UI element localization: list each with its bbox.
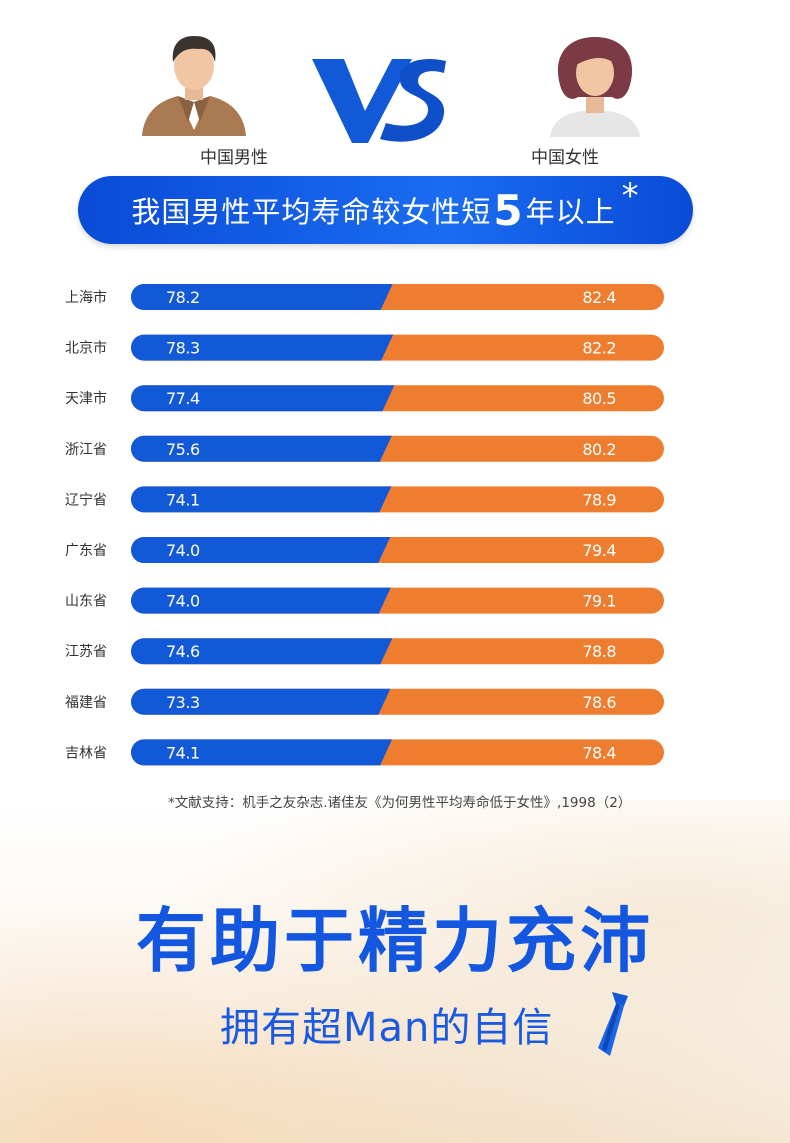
male-bar [131, 739, 393, 766]
category-label: 广东省 [65, 543, 107, 559]
category-label: 上海市 [65, 289, 107, 306]
male-bar [131, 385, 395, 412]
category-label: 北京市 [65, 340, 107, 357]
male-bar [131, 486, 392, 513]
male-value-label: 74.1 [166, 743, 200, 762]
female-value-label: 82.4 [582, 288, 616, 307]
male-value-label: 78.2 [166, 288, 200, 307]
male-value-label: 78.3 [166, 339, 200, 358]
headline-suffix: 年以上 [525, 195, 616, 229]
necktie-icon [598, 992, 628, 1056]
category-label: 辽宁省 [65, 491, 107, 508]
category-label: 福建省 [65, 695, 107, 711]
female-value-label: 82.2 [582, 339, 616, 358]
female-value-label: 78.6 [582, 693, 616, 712]
sub-slogan: 拥有超Man的自信 [220, 1005, 554, 1051]
female-value-label: 78.9 [582, 490, 616, 509]
slogan-title: 有助于精力充沛 [136, 900, 654, 982]
male-bar [131, 537, 391, 563]
female-value-label: 79.4 [582, 541, 616, 560]
male-bar [131, 334, 394, 361]
male-avatar-icon [142, 36, 246, 136]
male-bar [131, 284, 393, 310]
female-value-label: 80.5 [582, 389, 616, 408]
male-value-label: 77.4 [166, 389, 200, 408]
life-expectancy-chart: 上海市 78.2 82.4 北京市 78.3 82.2 天津市 77.4 80.5 浙江省 75.6… [65, 284, 664, 766]
headline-banner: 我国男性平均寿命较女性短 5 年以上 * [78, 176, 693, 244]
category-label: 江苏省 [65, 644, 107, 660]
footnote: *文献支持：机手之友杂志.诸佳友《为何男性平均寿命低于女性》,1998（2） [168, 795, 632, 811]
headline-text: 我国男性平均寿命较女性短 [131, 195, 492, 229]
male-value-label: 74.6 [166, 642, 200, 661]
male-bar [131, 435, 392, 462]
female-value-label: 78.4 [582, 743, 616, 762]
female-label: 中国女性 [531, 148, 599, 168]
category-label: 天津市 [65, 390, 107, 407]
male-bar [131, 587, 391, 614]
female-value-label: 80.2 [582, 440, 616, 459]
background-gradient [0, 800, 790, 1143]
male-value-label: 75.6 [166, 440, 200, 459]
category-label: 山东省 [65, 594, 107, 610]
category-label: 吉林省 [65, 745, 107, 761]
female-value-label: 78.8 [582, 642, 616, 661]
male-value-label: 74.0 [166, 592, 200, 611]
headline-asterisk: * [621, 176, 640, 216]
female-value-label: 79.1 [582, 592, 616, 611]
vs-logo-icon [312, 59, 446, 143]
male-value-label: 74.0 [166, 541, 200, 560]
male-label: 中国男性 [200, 148, 268, 168]
male-value-label: 73.3 [166, 693, 200, 712]
male-bar [131, 638, 393, 665]
female-avatar-icon [550, 37, 640, 137]
category-label: 浙江省 [65, 442, 107, 458]
headline-number: 5 [493, 185, 524, 235]
male-bar [131, 688, 391, 715]
male-value-label: 74.1 [166, 490, 200, 509]
